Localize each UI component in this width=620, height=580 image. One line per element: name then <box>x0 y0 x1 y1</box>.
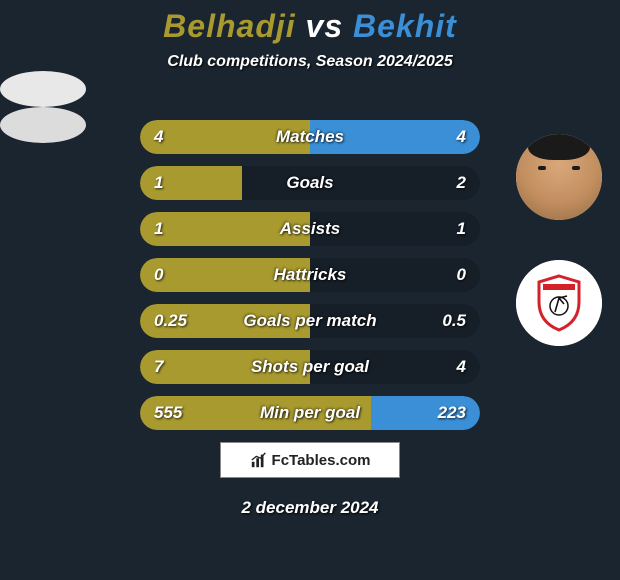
stat-row: 44Matches <box>140 120 480 154</box>
brand-footer[interactable]: FcTables.com <box>220 442 400 478</box>
bar-left <box>140 120 310 154</box>
stat-value-right: 1 <box>457 212 466 246</box>
stat-row: 12Goals <box>140 166 480 200</box>
stat-value-right: 4 <box>457 350 466 384</box>
stat-value-right: 0 <box>457 258 466 292</box>
stat-row: 74Shots per goal <box>140 350 480 384</box>
stat-value-left: 7 <box>154 350 163 384</box>
stat-value-right: 2 <box>457 166 466 200</box>
stat-value-left: 4 <box>154 120 163 154</box>
player1-avatar-placeholder <box>0 71 86 107</box>
stat-row: 0.250.5Goals per match <box>140 304 480 338</box>
date-line: 2 december 2024 <box>0 498 620 518</box>
bar-left <box>140 212 310 246</box>
page-title: Belhadji vs Bekhit <box>0 0 620 45</box>
bar-left <box>140 258 310 292</box>
player1-club-placeholder <box>0 107 86 143</box>
stat-value-left: 555 <box>154 396 182 430</box>
title-player1: Belhadji <box>163 8 295 44</box>
stat-row: 555223Min per goal <box>140 396 480 430</box>
chart-icon <box>250 451 268 469</box>
player2-avatar <box>516 134 602 220</box>
face-icon <box>516 134 602 220</box>
stat-value-left: 1 <box>154 212 163 246</box>
stat-row: 00Hattricks <box>140 258 480 292</box>
stat-value-right: 4 <box>457 120 466 154</box>
subtitle: Club competitions, Season 2024/2025 <box>0 53 620 71</box>
bar-right <box>310 120 480 154</box>
stat-value-right: 223 <box>438 396 466 430</box>
player2-club-badge <box>516 260 602 346</box>
brand-text: FcTables.com <box>272 452 371 469</box>
stat-value-right: 0.5 <box>442 304 466 338</box>
stat-value-left: 0 <box>154 258 163 292</box>
title-player2: Bekhit <box>353 8 457 44</box>
shield-icon <box>535 274 583 332</box>
stat-row: 11Assists <box>140 212 480 246</box>
title-vs: vs <box>306 8 344 44</box>
bar-left <box>140 350 310 384</box>
comparison-card: Belhadji vs Bekhit Club competitions, Se… <box>0 0 620 580</box>
stat-value-left: 0.25 <box>154 304 187 338</box>
stat-value-left: 1 <box>154 166 163 200</box>
stats-bars: 44Matches12Goals11Assists00Hattricks0.25… <box>140 120 480 442</box>
